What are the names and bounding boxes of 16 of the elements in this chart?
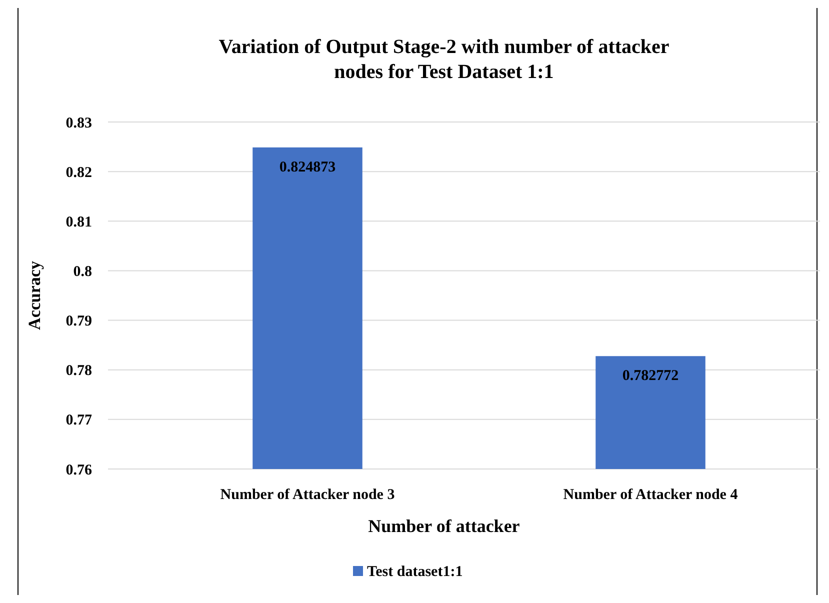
y-tick-label: 0.78 <box>66 363 92 380</box>
y-tick-label: 0.79 <box>66 314 92 330</box>
data-label: 0.824873 <box>279 159 336 176</box>
chart-title: Variation of Output Stage-2 with number of attacker nodes for Test Dataset 1:1 <box>218 36 670 83</box>
y-tick-label: 0.8 <box>73 264 92 280</box>
y-tick-label: 0.77 <box>66 412 92 429</box>
y-tick-label: 0.76 <box>66 462 92 478</box>
y-tick-label: 0.82 <box>66 164 92 181</box>
y-tick-label: 0.83 <box>66 115 92 132</box>
data-label: 0.782772 <box>622 368 679 384</box>
y-tick-label: 0.81 <box>66 214 92 230</box>
y-axis-title: Accuracy <box>25 260 44 330</box>
legend-label: Test dataset1:1 <box>367 564 463 580</box>
x-tick-label: Number of Attacker node 4 <box>563 487 738 503</box>
x-tick-label: Number of Attacker node 3 <box>220 487 395 503</box>
x-axis-title: Number of attacker <box>368 516 520 536</box>
